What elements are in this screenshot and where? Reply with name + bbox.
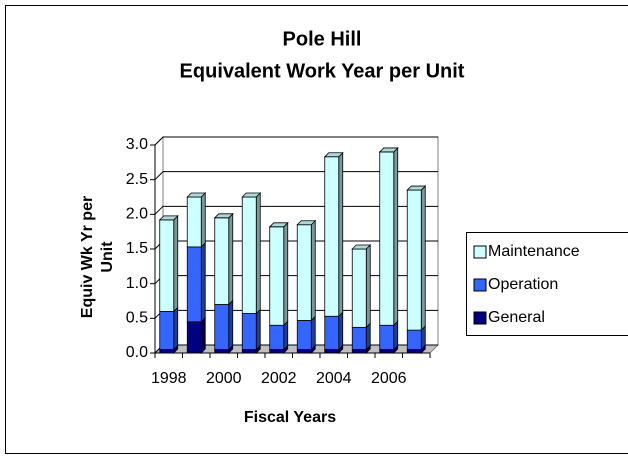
legend-label: Operation xyxy=(488,276,558,293)
bar xyxy=(160,220,174,312)
y-axis-title-box: Equiv Wk Yr per Unit xyxy=(78,187,122,327)
bar-side xyxy=(201,243,205,322)
bar xyxy=(160,350,174,353)
legend-swatch xyxy=(474,312,486,324)
bar xyxy=(270,227,284,325)
bar-side xyxy=(256,193,260,313)
bar xyxy=(270,325,284,349)
bar xyxy=(352,350,366,353)
bar xyxy=(270,350,284,353)
bar xyxy=(215,218,229,305)
bar-side xyxy=(201,318,205,353)
legend-swatch xyxy=(474,279,486,291)
bar xyxy=(242,350,256,353)
bar xyxy=(380,152,394,325)
bar xyxy=(325,316,339,349)
y-tick-label: 2.5 xyxy=(126,171,148,188)
bar xyxy=(187,322,201,353)
bar-side xyxy=(421,186,425,330)
bar xyxy=(407,330,421,349)
bar-side xyxy=(201,193,205,247)
bar xyxy=(297,225,311,321)
bar-side xyxy=(366,245,370,327)
bar xyxy=(352,249,366,327)
x-tick-label: 2000 xyxy=(206,370,242,387)
x-tick-label: 2004 xyxy=(316,370,352,387)
bar xyxy=(242,197,256,313)
bar-side xyxy=(311,316,315,349)
y-tick-label: 0.5 xyxy=(126,310,148,327)
x-tick-label: 1998 xyxy=(151,370,187,387)
bar xyxy=(325,157,339,316)
chart-title: Pole Hill xyxy=(283,28,362,50)
bar xyxy=(407,350,421,353)
bar xyxy=(160,311,174,349)
x-tick-label: 2006 xyxy=(371,370,407,387)
bar-side xyxy=(229,214,233,305)
y-axis-title: Equiv Wk Yr per Unit xyxy=(78,187,118,327)
y-tick-label: 1.5 xyxy=(126,240,148,257)
bar-side xyxy=(394,148,398,325)
bar xyxy=(407,190,421,330)
y-tick-label: 2.0 xyxy=(126,206,148,223)
bar-side xyxy=(339,153,343,316)
bar-side xyxy=(174,216,178,312)
bar xyxy=(352,327,366,349)
bar xyxy=(325,350,339,353)
bar xyxy=(242,313,256,349)
legend-swatch xyxy=(474,246,486,258)
legend-label: General xyxy=(488,309,545,326)
bar-side xyxy=(229,300,233,349)
x-axis-title: Fiscal Years xyxy=(244,409,336,426)
bar xyxy=(380,350,394,353)
bar xyxy=(297,320,311,349)
bar xyxy=(215,304,229,349)
legend-label: Maintenance xyxy=(488,243,580,260)
bar-side xyxy=(339,312,343,349)
bar xyxy=(215,350,229,353)
y-tick-label: 3.0 xyxy=(126,136,148,153)
bar xyxy=(187,197,201,247)
bar-side xyxy=(311,221,315,321)
y-tick-label: 1.0 xyxy=(126,275,148,292)
bar xyxy=(187,247,201,322)
x-tick-label: 2002 xyxy=(261,370,297,387)
bar-side xyxy=(394,321,398,349)
bar xyxy=(297,350,311,353)
bar-side xyxy=(256,309,260,349)
y-tick-label: 0.0 xyxy=(126,344,148,361)
bar-side xyxy=(174,307,178,349)
chart-subtitle: Equivalent Work Year per Unit xyxy=(180,60,465,82)
bar-side xyxy=(284,223,288,325)
bar-side xyxy=(284,321,288,349)
bar xyxy=(380,325,394,349)
